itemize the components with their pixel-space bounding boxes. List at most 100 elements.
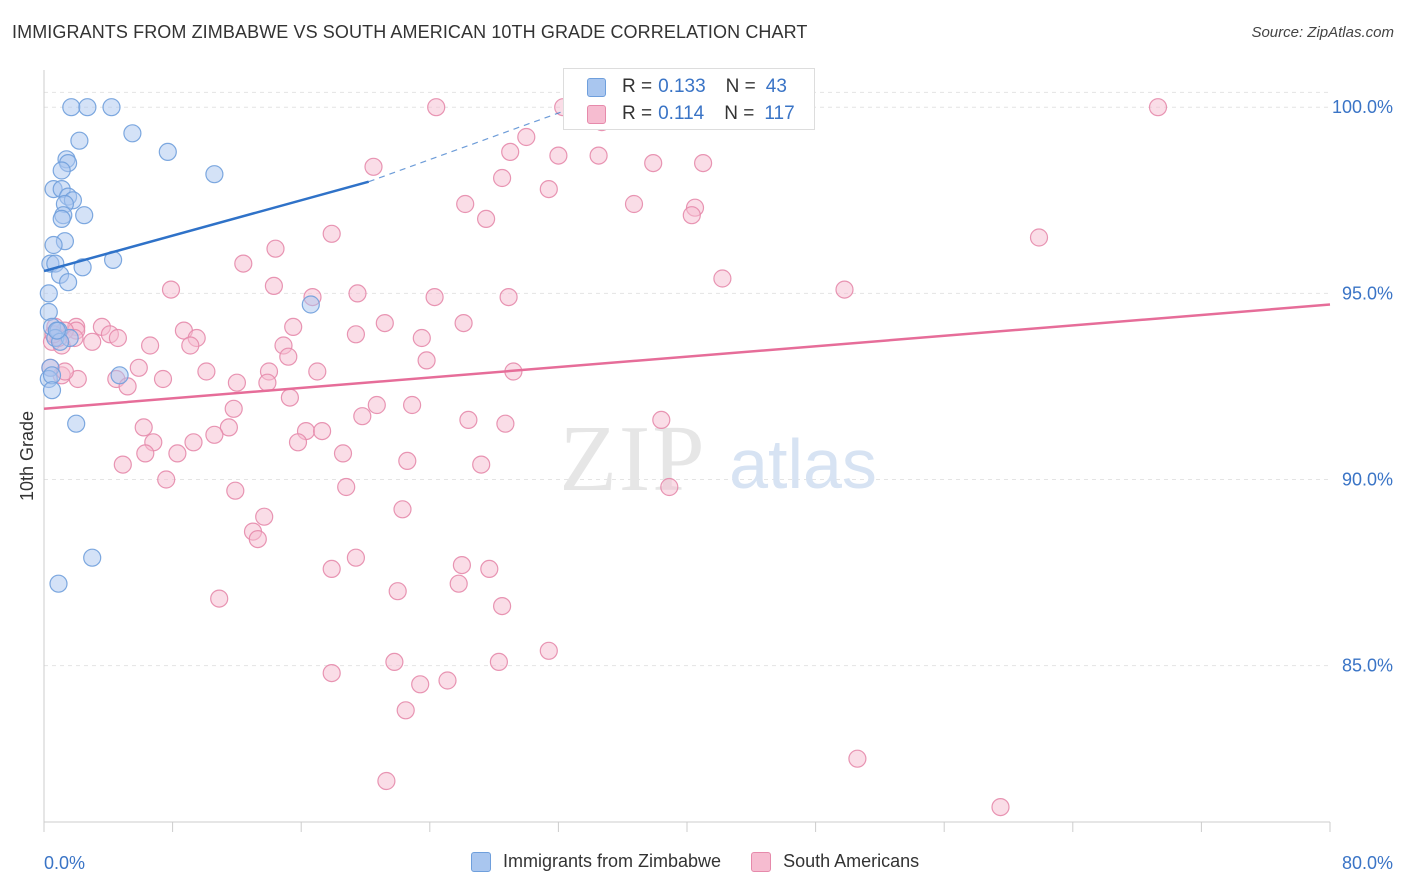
- data-point-zimbabwe[interactable]: [73, 258, 92, 277]
- data-point-zimbabwe[interactable]: [49, 574, 68, 593]
- data-point-zimbabwe[interactable]: [70, 131, 89, 150]
- data-point-south-americans[interactable]: [266, 239, 285, 258]
- data-point-south-americans[interactable]: [83, 332, 102, 351]
- data-point-south-americans[interactable]: [129, 358, 148, 377]
- data-point-south-americans[interactable]: [255, 507, 274, 526]
- data-point-south-americans[interactable]: [197, 362, 216, 381]
- data-point-zimbabwe[interactable]: [75, 206, 94, 225]
- data-point-south-americans[interactable]: [284, 317, 303, 336]
- data-point-zimbabwe[interactable]: [301, 295, 320, 314]
- data-point-south-americans[interactable]: [157, 470, 176, 489]
- data-point-south-americans[interactable]: [375, 314, 394, 333]
- data-point-south-americans[interactable]: [184, 433, 203, 452]
- data-point-south-americans[interactable]: [234, 254, 253, 273]
- data-point-south-americans[interactable]: [652, 410, 671, 429]
- data-point-south-americans[interactable]: [248, 529, 267, 549]
- data-point-south-americans[interactable]: [644, 154, 663, 173]
- data-point-south-americans[interactable]: [264, 276, 283, 295]
- data-point-south-americans[interactable]: [393, 500, 412, 519]
- data-point-south-americans[interactable]: [226, 481, 245, 500]
- data-point-south-americans[interactable]: [403, 395, 422, 415]
- data-point-south-americans[interactable]: [364, 157, 383, 176]
- data-point-south-americans[interactable]: [113, 455, 132, 474]
- data-point-south-americans[interactable]: [161, 280, 181, 299]
- data-point-south-americans[interactable]: [539, 180, 558, 199]
- legend-item-south-americans[interactable]: South Americans: [751, 851, 919, 872]
- data-point-south-americans[interactable]: [367, 395, 386, 415]
- data-point-south-americans[interactable]: [517, 127, 536, 147]
- data-point-south-americans[interactable]: [449, 574, 468, 593]
- data-point-south-americans[interactable]: [337, 477, 356, 497]
- data-point-south-americans[interactable]: [459, 410, 478, 429]
- data-point-south-americans[interactable]: [353, 407, 372, 426]
- data-point-south-americans[interactable]: [713, 269, 732, 288]
- data-point-zimbabwe[interactable]: [83, 548, 102, 567]
- data-point-south-americans[interactable]: [377, 771, 396, 791]
- data-point-south-americans[interactable]: [991, 797, 1010, 817]
- data-point-south-americans[interactable]: [153, 369, 173, 389]
- data-point-south-americans[interactable]: [136, 444, 155, 463]
- data-point-south-americans[interactable]: [539, 641, 558, 660]
- data-point-south-americans[interactable]: [224, 399, 243, 418]
- data-point-south-americans[interactable]: [322, 559, 341, 579]
- data-point-south-americans[interactable]: [411, 675, 430, 694]
- data-point-south-americans[interactable]: [454, 314, 473, 333]
- data-point-zimbabwe[interactable]: [52, 209, 71, 228]
- data-point-zimbabwe[interactable]: [158, 142, 177, 161]
- data-point-south-americans[interactable]: [682, 206, 701, 225]
- data-point-south-americans[interactable]: [456, 194, 475, 214]
- data-point-zimbabwe[interactable]: [123, 124, 142, 143]
- data-point-south-americans[interactable]: [1029, 228, 1049, 247]
- data-point-south-americans[interactable]: [549, 146, 568, 165]
- data-point-south-americans[interactable]: [660, 477, 679, 497]
- data-point-south-americans[interactable]: [477, 209, 496, 228]
- data-point-south-americans[interactable]: [624, 194, 644, 214]
- data-point-south-americans[interactable]: [438, 671, 457, 690]
- data-point-south-americans[interactable]: [308, 362, 327, 381]
- data-point-south-americans[interactable]: [496, 414, 515, 433]
- data-point-zimbabwe[interactable]: [58, 273, 78, 292]
- data-point-south-americans[interactable]: [279, 347, 298, 366]
- data-point-zimbabwe[interactable]: [78, 98, 97, 117]
- data-point-south-americans[interactable]: [835, 280, 854, 299]
- data-point-zimbabwe[interactable]: [205, 165, 224, 184]
- data-point-south-americans[interactable]: [348, 284, 367, 303]
- data-point-south-americans[interactable]: [398, 451, 417, 470]
- data-point-south-americans[interactable]: [313, 422, 332, 441]
- data-point-south-americans[interactable]: [168, 444, 187, 463]
- data-point-south-americans[interactable]: [205, 425, 224, 444]
- data-point-zimbabwe[interactable]: [52, 161, 71, 180]
- data-point-south-americans[interactable]: [210, 589, 229, 608]
- data-point-zimbabwe[interactable]: [44, 235, 63, 255]
- data-point-south-americans[interactable]: [219, 418, 238, 437]
- data-point-south-americans[interactable]: [1148, 98, 1168, 117]
- data-point-south-americans[interactable]: [693, 154, 713, 173]
- data-point-south-americans[interactable]: [227, 373, 246, 392]
- data-point-south-americans[interactable]: [108, 328, 128, 348]
- data-point-south-americans[interactable]: [385, 652, 404, 672]
- data-point-south-americans[interactable]: [346, 548, 365, 567]
- data-point-south-americans[interactable]: [346, 325, 365, 344]
- data-point-south-americans[interactable]: [396, 701, 415, 720]
- data-point-south-americans[interactable]: [141, 336, 160, 355]
- data-point-south-americans[interactable]: [489, 652, 508, 672]
- data-point-south-americans[interactable]: [288, 433, 308, 452]
- data-point-south-americans[interactable]: [589, 146, 608, 165]
- data-point-south-americans[interactable]: [501, 142, 520, 161]
- data-point-south-americans[interactable]: [134, 418, 153, 437]
- data-point-south-americans[interactable]: [333, 444, 353, 463]
- data-point-south-americans[interactable]: [472, 455, 491, 474]
- data-point-south-americans[interactable]: [412, 328, 431, 348]
- data-point-south-americans[interactable]: [322, 663, 341, 683]
- data-point-zimbabwe[interactable]: [102, 98, 121, 117]
- data-point-south-americans[interactable]: [280, 388, 299, 407]
- data-point-south-americans[interactable]: [452, 555, 471, 575]
- data-point-zimbabwe[interactable]: [42, 381, 62, 400]
- data-point-south-americans[interactable]: [427, 98, 446, 117]
- data-point-south-americans[interactable]: [493, 596, 512, 616]
- data-point-zimbabwe[interactable]: [67, 414, 86, 433]
- data-point-south-americans[interactable]: [480, 559, 499, 579]
- data-point-zimbabwe[interactable]: [62, 98, 81, 117]
- data-point-south-americans[interactable]: [417, 351, 436, 370]
- legend-item-zimbabwe[interactable]: Immigrants from Zimbabwe: [471, 851, 721, 872]
